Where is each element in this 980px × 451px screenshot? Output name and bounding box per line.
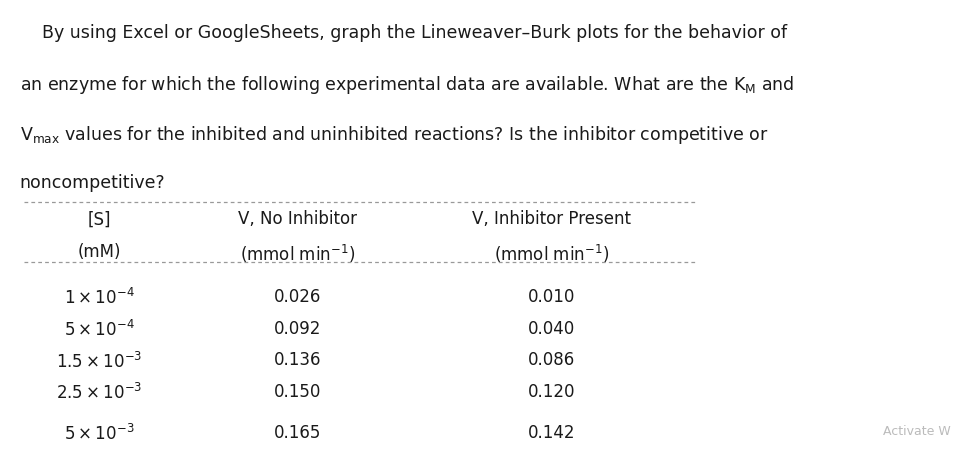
Text: an enzyme for which the following experimental data are available. What are the : an enzyme for which the following experi…: [20, 74, 794, 96]
Text: 0.165: 0.165: [273, 424, 320, 442]
Text: 0.092: 0.092: [273, 320, 320, 338]
Text: $5 \times 10^{-3}$: $5 \times 10^{-3}$: [65, 424, 135, 444]
Text: 0.136: 0.136: [273, 351, 320, 369]
Text: 0.150: 0.150: [273, 383, 320, 401]
Text: $5 \times 10^{-4}$: $5 \times 10^{-4}$: [65, 320, 135, 340]
Text: $2.5 \times 10^{-3}$: $2.5 \times 10^{-3}$: [57, 383, 143, 403]
Text: (mmol min$^{-1}$): (mmol min$^{-1}$): [494, 243, 609, 265]
Text: V$_\mathregular{max}$ values for the inhibited and uninhibited reactions? Is the: V$_\mathregular{max}$ values for the inh…: [20, 124, 768, 146]
Text: By using Excel or GoogleSheets, graph the Lineweaver–Burk plots for the behavior: By using Excel or GoogleSheets, graph th…: [20, 24, 787, 42]
Text: noncompetitive?: noncompetitive?: [20, 174, 166, 192]
Text: 0.010: 0.010: [527, 288, 575, 306]
Text: V, No Inhibitor: V, No Inhibitor: [237, 210, 357, 228]
Text: 0.120: 0.120: [527, 383, 575, 401]
Text: (mmol min$^{-1}$): (mmol min$^{-1}$): [239, 243, 355, 265]
Text: 0.142: 0.142: [527, 424, 575, 442]
Text: $1 \times 10^{-4}$: $1 \times 10^{-4}$: [65, 288, 135, 308]
Text: V, Inhibitor Present: V, Inhibitor Present: [471, 210, 631, 228]
Text: 0.026: 0.026: [273, 288, 320, 306]
Text: 0.086: 0.086: [527, 351, 575, 369]
Text: $1.5 \times 10^{-3}$: $1.5 \times 10^{-3}$: [57, 351, 143, 372]
Text: Activate W: Activate W: [883, 425, 951, 437]
Text: (mM): (mM): [77, 243, 122, 261]
Text: [S]: [S]: [88, 210, 112, 228]
Text: 0.040: 0.040: [527, 320, 575, 338]
